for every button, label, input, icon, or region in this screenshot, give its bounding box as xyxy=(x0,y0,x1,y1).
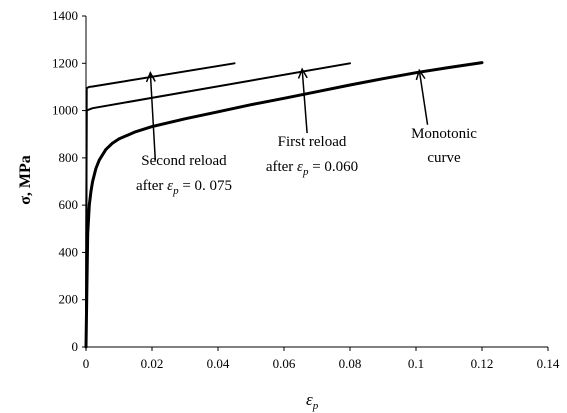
annotation-second-reload-line2: after εp = 0. 075 xyxy=(136,178,232,197)
y-tick-label: 0 xyxy=(72,339,79,354)
y-tick-label: 400 xyxy=(59,244,79,259)
x-tick-label: 0.08 xyxy=(339,356,362,371)
y-tick-label: 1200 xyxy=(52,55,78,70)
x-tick-label: 0.1 xyxy=(408,356,424,371)
y-tick-label: 1400 xyxy=(52,8,78,23)
y-tick-label: 600 xyxy=(59,197,79,212)
annotation-first-reload-line2: after εp = 0.060 xyxy=(266,159,358,178)
x-axis-label-symbol: ε xyxy=(306,390,313,409)
annotation-first-reload-line1: First reload xyxy=(278,134,347,150)
series-first-reload xyxy=(85,62,351,348)
series-layer xyxy=(84,61,484,349)
x-axis-label: εp xyxy=(306,390,319,412)
annotation-monotonic-line1: Monotonic xyxy=(411,126,477,142)
arrow-monotonic xyxy=(415,68,429,125)
x-tick-label: 0.12 xyxy=(471,356,494,371)
arrow-second-reload xyxy=(145,71,157,161)
y-axis-ticks: 0 200 400 600 800 1000 1200 1400 xyxy=(52,8,86,354)
y-axis-label: σ, MPa xyxy=(17,155,34,205)
annotation-arrows xyxy=(145,67,429,161)
y-tick-label: 200 xyxy=(59,292,79,307)
x-axis-ticks: 0 0.02 0.04 0.06 0.08 0.1 0.12 0.14 xyxy=(83,347,560,371)
x-tick-label: 0.04 xyxy=(207,356,230,371)
y-tick-label: 800 xyxy=(59,150,79,165)
annotation-second-reload-line1: Second reload xyxy=(141,153,227,169)
x-tick-label: 0.02 xyxy=(141,356,164,371)
arrow-first-reload xyxy=(297,67,308,134)
x-tick-label: 0 xyxy=(83,356,90,371)
series-second-reload xyxy=(85,62,236,348)
y-tick-label: 1000 xyxy=(52,103,78,118)
x-tick-label: 0.14 xyxy=(537,356,560,371)
annotation-monotonic-line2: curve xyxy=(427,150,461,166)
x-axis-label-subscript: p xyxy=(312,400,319,412)
series-monotonic-curve xyxy=(84,61,484,349)
x-tick-label: 0.06 xyxy=(273,356,296,371)
